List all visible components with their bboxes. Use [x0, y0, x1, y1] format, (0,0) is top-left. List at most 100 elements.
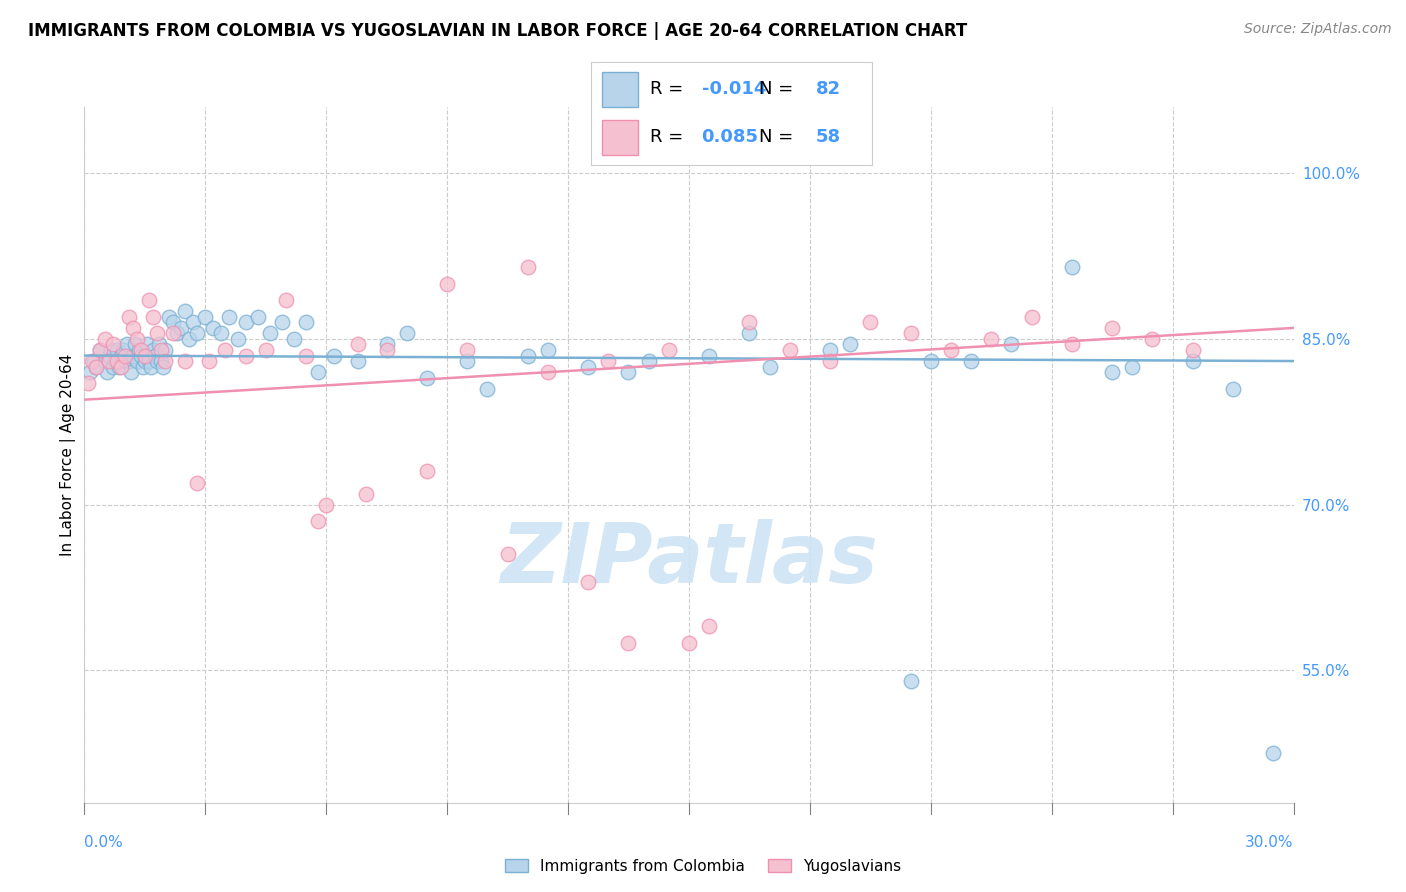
Point — [125, 332, 148, 346]
Point — [174, 304, 197, 318]
Point — [516, 260, 538, 275]
Point — [142, 343, 165, 357]
Point — [477, 382, 499, 396]
Point — [129, 343, 152, 357]
Point — [218, 310, 240, 324]
Point — [1222, 382, 1244, 396]
Point — [194, 310, 217, 324]
Point — [132, 359, 155, 374]
Point — [138, 293, 160, 308]
Point — [347, 354, 370, 368]
Point — [1060, 337, 1083, 351]
Text: R =: R = — [650, 80, 689, 98]
Point — [939, 343, 962, 357]
Point — [214, 343, 236, 357]
Y-axis label: In Labor Force | Age 20-64: In Labor Force | Age 20-64 — [60, 354, 76, 556]
Point — [537, 365, 560, 379]
Legend: Immigrants from Colombia, Yugoslavians: Immigrants from Colombia, Yugoslavians — [499, 853, 907, 880]
Point — [516, 349, 538, 363]
Point — [1101, 365, 1123, 379]
Point — [170, 321, 193, 335]
Point — [93, 332, 115, 346]
Text: 30.0%: 30.0% — [1246, 836, 1294, 850]
Point — [153, 343, 176, 357]
Point — [97, 354, 120, 368]
Point — [101, 359, 124, 374]
Point — [105, 354, 128, 368]
Point — [697, 619, 720, 633]
Point — [149, 343, 172, 357]
Point — [1060, 260, 1083, 275]
Point — [307, 514, 329, 528]
Point — [110, 359, 132, 374]
Point — [980, 332, 1002, 346]
Point — [1121, 359, 1143, 374]
Point — [617, 365, 640, 379]
Point — [246, 310, 269, 324]
Point — [416, 465, 439, 479]
Point — [960, 354, 983, 368]
Point — [456, 354, 478, 368]
Point — [111, 343, 134, 357]
Point — [576, 359, 599, 374]
Point — [738, 326, 761, 341]
Point — [125, 354, 148, 368]
Point — [114, 349, 136, 363]
Point — [82, 354, 104, 368]
Point — [617, 635, 640, 649]
Point — [97, 349, 120, 363]
Point — [198, 354, 221, 368]
Point — [202, 321, 225, 335]
Point — [226, 332, 249, 346]
Point — [235, 349, 257, 363]
Point — [900, 326, 922, 341]
Point — [779, 343, 801, 357]
Point — [295, 315, 318, 329]
Point — [1181, 354, 1204, 368]
Point — [209, 326, 232, 341]
Point — [295, 349, 318, 363]
Point — [818, 343, 841, 357]
Point — [96, 365, 118, 379]
Point — [496, 547, 519, 561]
Point — [115, 337, 138, 351]
Point — [118, 310, 141, 324]
Point — [100, 343, 122, 357]
Point — [146, 354, 169, 368]
Point — [110, 349, 132, 363]
Point — [186, 326, 208, 341]
Point — [598, 354, 620, 368]
Point — [121, 321, 143, 335]
Point — [347, 337, 370, 351]
Point — [162, 326, 184, 341]
Point — [77, 376, 100, 391]
Point — [114, 354, 136, 368]
Point — [89, 343, 111, 357]
Point — [143, 349, 166, 363]
Point — [1021, 310, 1043, 324]
Text: 0.0%: 0.0% — [84, 836, 124, 850]
Point — [149, 354, 172, 368]
Text: IMMIGRANTS FROM COLOMBIA VS YUGOSLAVIAN IN LABOR FORCE | AGE 20-64 CORRELATION C: IMMIGRANTS FROM COLOMBIA VS YUGOSLAVIAN … — [28, 22, 967, 40]
Point — [104, 354, 127, 368]
Bar — [602, 71, 638, 106]
Point — [121, 349, 143, 363]
Point — [259, 326, 281, 341]
Point — [152, 359, 174, 374]
Point — [139, 359, 162, 374]
Point — [107, 359, 129, 374]
Point — [375, 343, 398, 357]
Point — [138, 354, 160, 368]
Point — [678, 635, 700, 649]
Point — [307, 365, 329, 379]
Point — [274, 293, 297, 308]
Point — [1101, 321, 1123, 335]
Point — [153, 354, 176, 368]
Point — [83, 354, 105, 368]
Point — [235, 315, 257, 329]
Point — [118, 354, 141, 368]
Point — [436, 277, 458, 291]
Point — [356, 486, 378, 500]
Point — [128, 343, 150, 357]
Point — [86, 359, 108, 374]
